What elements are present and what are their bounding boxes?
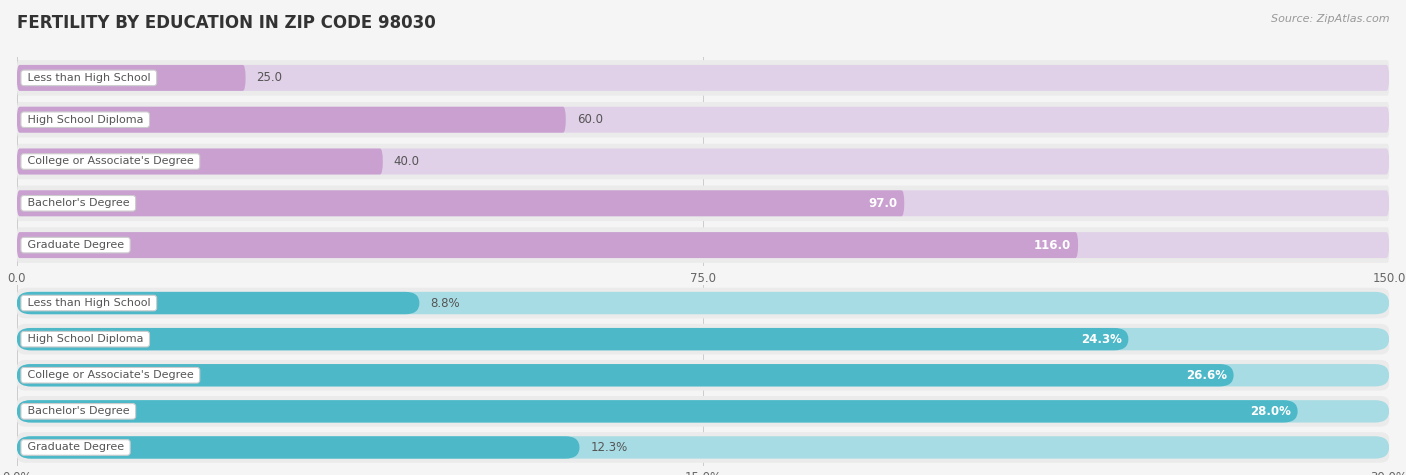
FancyBboxPatch shape (17, 190, 904, 216)
FancyBboxPatch shape (17, 360, 1389, 390)
Text: College or Associate's Degree: College or Associate's Degree (24, 370, 197, 380)
Text: 116.0: 116.0 (1033, 238, 1071, 252)
FancyBboxPatch shape (17, 190, 1389, 216)
FancyBboxPatch shape (17, 432, 1389, 463)
Text: College or Associate's Degree: College or Associate's Degree (24, 156, 197, 167)
FancyBboxPatch shape (17, 65, 1389, 91)
Text: 24.3%: 24.3% (1081, 332, 1122, 346)
FancyBboxPatch shape (17, 400, 1298, 423)
FancyBboxPatch shape (17, 186, 1389, 221)
Text: 12.3%: 12.3% (591, 441, 627, 454)
Text: 25.0: 25.0 (256, 71, 283, 85)
Text: Bachelor's Degree: Bachelor's Degree (24, 198, 132, 209)
Text: High School Diploma: High School Diploma (24, 114, 146, 125)
Text: 97.0: 97.0 (869, 197, 897, 210)
FancyBboxPatch shape (17, 324, 1389, 354)
FancyBboxPatch shape (17, 60, 1389, 95)
FancyBboxPatch shape (17, 144, 1389, 179)
FancyBboxPatch shape (17, 232, 1389, 258)
Text: 8.8%: 8.8% (430, 296, 460, 310)
FancyBboxPatch shape (17, 396, 1389, 427)
FancyBboxPatch shape (17, 328, 1129, 351)
Text: 28.0%: 28.0% (1250, 405, 1291, 418)
Text: 60.0: 60.0 (576, 113, 603, 126)
Text: Bachelor's Degree: Bachelor's Degree (24, 406, 132, 417)
FancyBboxPatch shape (17, 107, 565, 133)
Text: Less than High School: Less than High School (24, 73, 153, 83)
FancyBboxPatch shape (17, 228, 1389, 263)
FancyBboxPatch shape (17, 107, 1389, 133)
FancyBboxPatch shape (17, 364, 1233, 387)
Text: High School Diploma: High School Diploma (24, 334, 146, 344)
Text: 26.6%: 26.6% (1185, 369, 1227, 382)
FancyBboxPatch shape (17, 149, 1389, 174)
FancyBboxPatch shape (17, 328, 1389, 351)
Text: Graduate Degree: Graduate Degree (24, 442, 128, 453)
Text: 40.0: 40.0 (394, 155, 420, 168)
FancyBboxPatch shape (17, 102, 1389, 137)
FancyBboxPatch shape (17, 292, 1389, 314)
Text: FERTILITY BY EDUCATION IN ZIP CODE 98030: FERTILITY BY EDUCATION IN ZIP CODE 98030 (17, 14, 436, 32)
FancyBboxPatch shape (17, 149, 382, 174)
FancyBboxPatch shape (17, 65, 246, 91)
FancyBboxPatch shape (17, 232, 1078, 258)
FancyBboxPatch shape (17, 436, 1389, 459)
Text: Less than High School: Less than High School (24, 298, 153, 308)
Text: Graduate Degree: Graduate Degree (24, 240, 128, 250)
FancyBboxPatch shape (17, 364, 1389, 387)
FancyBboxPatch shape (17, 436, 579, 459)
FancyBboxPatch shape (17, 292, 419, 314)
FancyBboxPatch shape (17, 400, 1389, 423)
Text: Source: ZipAtlas.com: Source: ZipAtlas.com (1271, 14, 1389, 24)
FancyBboxPatch shape (17, 288, 1389, 318)
